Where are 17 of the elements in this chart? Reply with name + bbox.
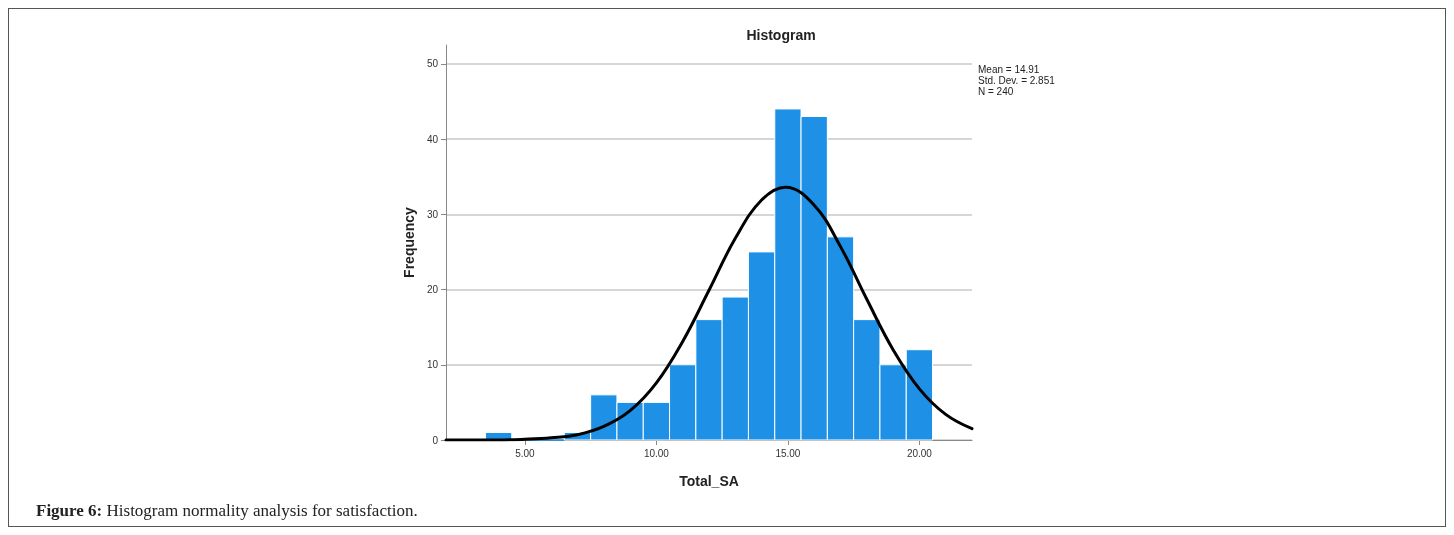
y-axis-title: Frequency [401,206,417,278]
y-tick-label: 20 [426,284,439,296]
x-tick-label: 5.00 [515,447,536,459]
x-tick-label: 10.00 [643,447,670,459]
y-tick-label: 40 [426,133,439,145]
caption: Figure 6: Histogram normality analysis for satisfaction. [36,501,418,521]
y-tick-label: 0 [432,434,439,446]
x-axis-title: Total_SA [679,473,739,489]
y-tick-label: 30 [426,208,439,220]
chart-title: Histogram [746,27,816,43]
x-tick-label: 20.00 [906,447,933,459]
text: Mean = 14.91 [978,63,1040,75]
y-tick-label: 10 [426,359,439,371]
x-tick-label: 15.00 [775,447,801,459]
text: N = 240 [978,85,1014,97]
text: Std. Dev. = 2.851 [978,74,1056,86]
y-tick-label: 50 [426,58,439,70]
